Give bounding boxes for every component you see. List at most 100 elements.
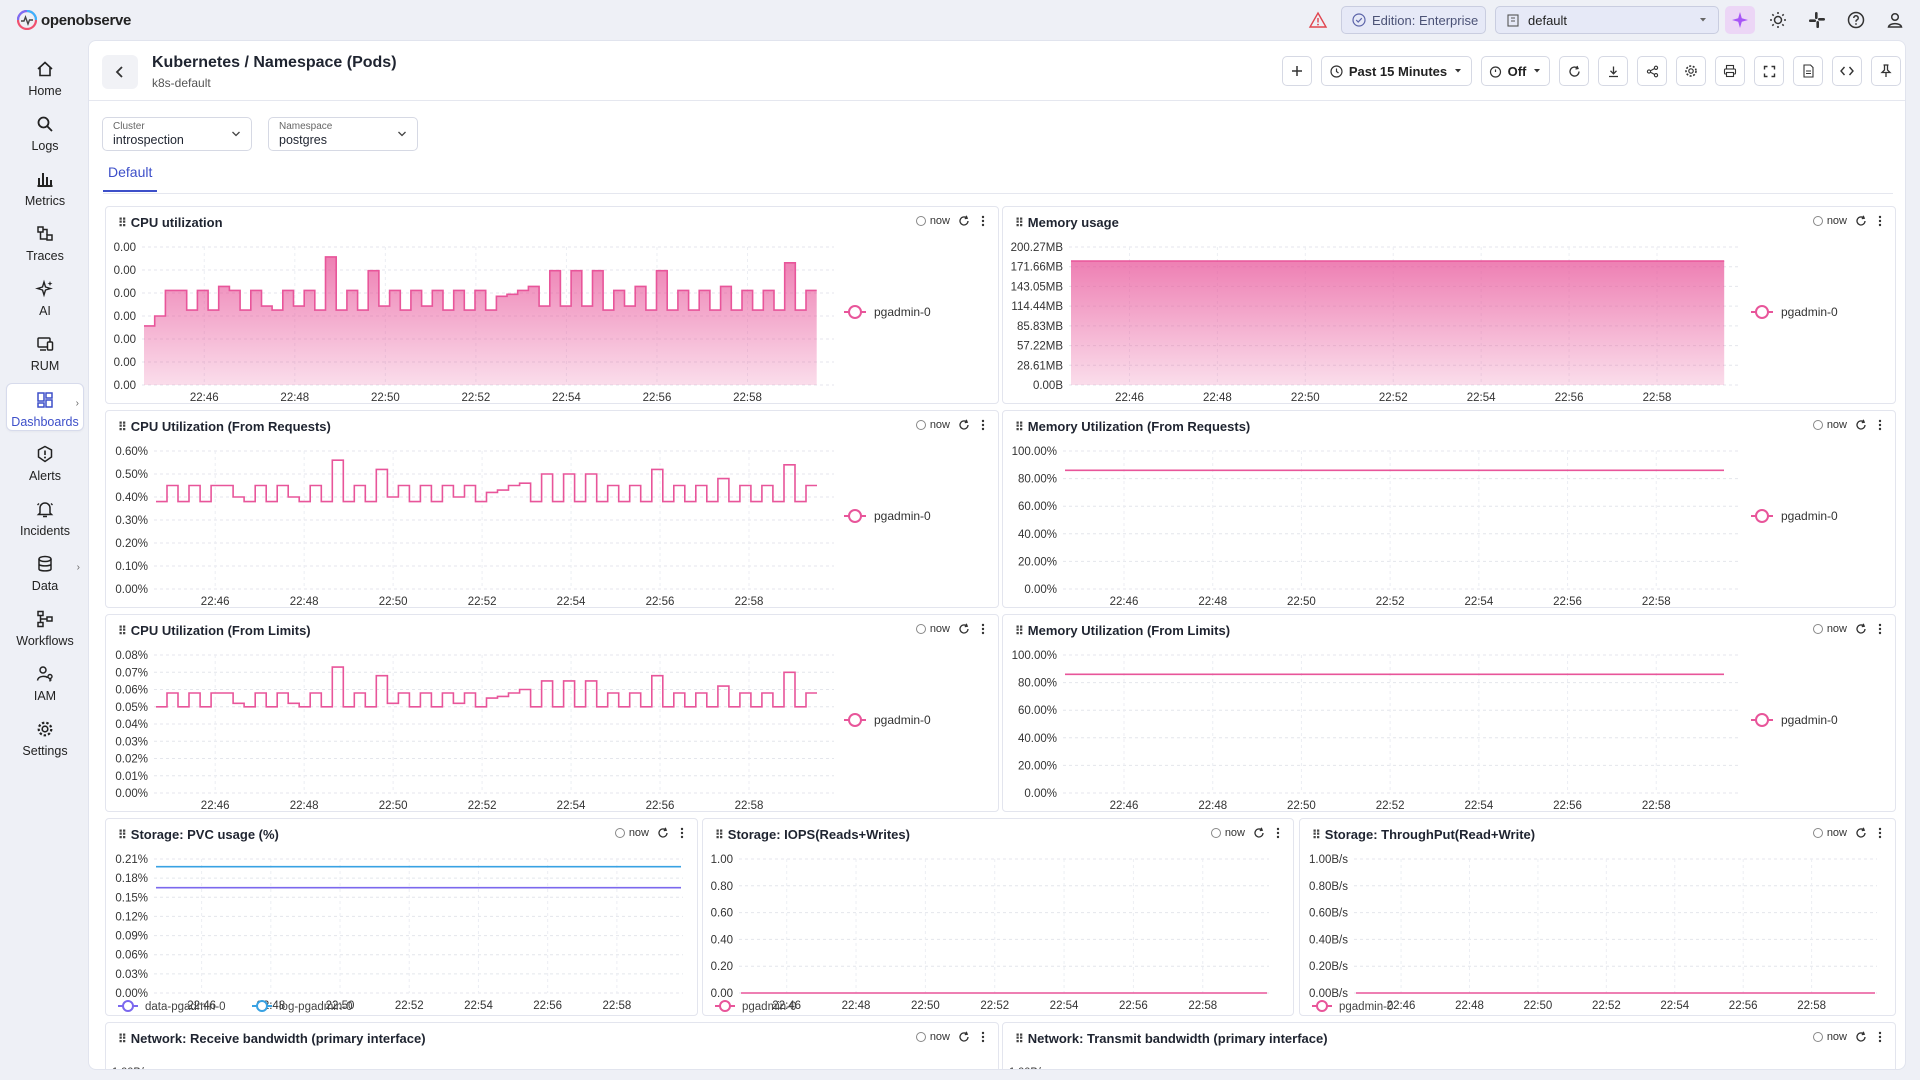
more-vertical-icon[interactable] bbox=[1273, 827, 1283, 839]
sidebar-item-alerts[interactable]: Alerts bbox=[6, 438, 84, 486]
json-editor-button[interactable] bbox=[1832, 56, 1862, 86]
app-logo[interactable]: openobserve bbox=[17, 10, 131, 30]
drag-handle-icon[interactable]: ⠿ bbox=[1312, 827, 1321, 842]
print-button[interactable] bbox=[1715, 56, 1745, 86]
panel-title[interactable]: ⠿ CPU Utilization (From Limits) bbox=[118, 623, 311, 638]
sidebar-item-incidents[interactable]: Incidents bbox=[6, 493, 84, 541]
panel-cpu-utilization-from-requests[interactable]: ⠿ CPU Utilization (From Requests) now 0.00%… bbox=[105, 410, 999, 608]
auto-refresh-select[interactable]: Off bbox=[1481, 56, 1550, 86]
refresh-button[interactable] bbox=[1559, 56, 1589, 86]
tab-default[interactable]: Default bbox=[103, 164, 158, 192]
refresh-icon[interactable] bbox=[1855, 419, 1867, 431]
last-refreshed: now bbox=[915, 419, 950, 431]
more-vertical-icon[interactable] bbox=[1875, 623, 1885, 635]
more-vertical-icon[interactable] bbox=[1875, 827, 1885, 839]
drag-handle-icon[interactable]: ⠿ bbox=[1015, 215, 1024, 230]
panel-memory-utilization-from-requests[interactable]: ⠿ Memory Utilization (From Requests) now 0.… bbox=[1002, 410, 1896, 608]
sidebar-item-home[interactable]: Home bbox=[6, 53, 84, 101]
sidebar-item-workflows[interactable]: Workflows bbox=[6, 603, 84, 651]
cluster-filter[interactable]: Cluster introspection bbox=[102, 117, 252, 151]
x-tick-label: 22:46 bbox=[1110, 596, 1139, 608]
more-vertical-icon[interactable] bbox=[978, 1031, 988, 1043]
drag-handle-icon[interactable]: ⠿ bbox=[118, 419, 127, 434]
refresh-icon[interactable] bbox=[1855, 827, 1867, 839]
more-vertical-icon[interactable] bbox=[978, 215, 988, 227]
ai-assistant-button[interactable] bbox=[1725, 6, 1755, 34]
sidebar-item-ai[interactable]: AI bbox=[6, 273, 84, 321]
refresh-icon[interactable] bbox=[657, 827, 669, 839]
refresh-icon[interactable] bbox=[1253, 827, 1265, 839]
panel-title[interactable]: ⠿ Memory usage bbox=[1015, 215, 1119, 230]
panel-title[interactable]: ⠿ CPU utilization bbox=[118, 215, 223, 230]
namespace-filter[interactable]: Namespace postgres bbox=[268, 117, 418, 151]
panel-memory-utilization-from-limits[interactable]: ⠿ Memory Utilization (From Limits) now 0.00… bbox=[1002, 614, 1896, 812]
download-button[interactable] bbox=[1598, 56, 1628, 86]
panel-cpu-utilization[interactable]: ⠿ CPU utilization now 0.00 0.00 0.00 0.00 0.00 0… bbox=[105, 206, 999, 404]
help-button[interactable] bbox=[1846, 10, 1866, 30]
settings-button[interactable] bbox=[1676, 56, 1706, 86]
panel-storage-pvc-usage[interactable]: ⠿ Storage: PVC usage (%) now 0.00% 0.03% 0.06… bbox=[105, 818, 698, 1016]
time-range-picker[interactable]: Past 15 Minutes bbox=[1321, 56, 1472, 86]
panel-title[interactable]: ⠿ CPU Utilization (From Requests) bbox=[118, 419, 331, 434]
drag-handle-icon[interactable]: ⠿ bbox=[118, 215, 127, 230]
slack-button[interactable] bbox=[1807, 10, 1827, 30]
theme-toggle-button[interactable] bbox=[1768, 10, 1788, 30]
legend-label: log-pgadmin-0 bbox=[279, 1001, 353, 1013]
tab-divider bbox=[103, 193, 1893, 194]
panel-title[interactable]: ⠿ Memory Utilization (From Limits) bbox=[1015, 623, 1230, 638]
panel-memory-usage[interactable]: ⠿ Memory usage now 0.00B 28.61MB 57.22MB 85.83… bbox=[1002, 206, 1896, 404]
sidebar-item-rum[interactable]: RUM bbox=[6, 328, 84, 376]
panel-cpu-utilization-from-limits[interactable]: ⠿ CPU Utilization (From Limits) now 0.00% 0.… bbox=[105, 614, 999, 812]
more-vertical-icon[interactable] bbox=[1875, 1031, 1885, 1043]
warning-icon[interactable] bbox=[1308, 10, 1328, 30]
back-button[interactable] bbox=[102, 55, 138, 89]
panel-title[interactable]: ⠿ Memory Utilization (From Requests) bbox=[1015, 419, 1250, 434]
sidebar-item-data[interactable]: Data › bbox=[6, 548, 84, 596]
y-tick-label: 0.20B/s bbox=[1309, 961, 1348, 973]
panel-network-receive-bandwidth-primary-interface[interactable]: ⠿ Network: Receive bandwidth (primary int… bbox=[105, 1022, 999, 1069]
pin-button[interactable] bbox=[1871, 56, 1901, 86]
more-vertical-icon[interactable] bbox=[677, 827, 687, 839]
drag-handle-icon[interactable]: ⠿ bbox=[118, 827, 127, 842]
sidebar-item-iam[interactable]: IAM bbox=[6, 658, 84, 706]
more-vertical-icon[interactable] bbox=[978, 623, 988, 635]
user-menu-button[interactable] bbox=[1885, 10, 1905, 30]
panel-title[interactable]: ⠿ Network: Transmit bandwidth (primary in… bbox=[1015, 1031, 1328, 1046]
more-vertical-icon[interactable] bbox=[978, 419, 988, 431]
refresh-icon[interactable] bbox=[958, 623, 970, 635]
drag-handle-icon[interactable]: ⠿ bbox=[118, 1031, 127, 1046]
panel-storage-iops-reads-writes[interactable]: ⠿ Storage: IOPS(Reads+Writes) now 0.00 0.20 0… bbox=[702, 818, 1294, 1016]
organization-select[interactable]: default bbox=[1495, 6, 1719, 34]
add-panel-button[interactable] bbox=[1282, 56, 1312, 86]
sidebar-item-metrics[interactable]: Metrics bbox=[6, 163, 84, 211]
refresh-icon[interactable] bbox=[958, 419, 970, 431]
refresh-icon[interactable] bbox=[1855, 215, 1867, 227]
panel-title[interactable]: ⠿ Storage: IOPS(Reads+Writes) bbox=[715, 827, 910, 842]
share-button[interactable] bbox=[1637, 56, 1667, 86]
refresh-icon[interactable] bbox=[958, 215, 970, 227]
drag-handle-icon[interactable]: ⠿ bbox=[118, 623, 127, 638]
refresh-icon[interactable] bbox=[958, 1031, 970, 1043]
y-tick-label: 0.60B/s bbox=[1309, 908, 1348, 920]
refresh-icon[interactable] bbox=[1855, 623, 1867, 635]
drag-handle-icon[interactable]: ⠿ bbox=[1015, 419, 1024, 434]
drag-handle-icon[interactable]: ⠿ bbox=[715, 827, 724, 842]
sidebar-item-traces[interactable]: Traces bbox=[6, 218, 84, 266]
panel-storage-throughput-read-write[interactable]: ⠿ Storage: ThroughPut(Read+Write) now 0.00B… bbox=[1299, 818, 1896, 1016]
fullscreen-button[interactable] bbox=[1754, 56, 1784, 86]
panel-network-transmit-bandwidth-primary-interface[interactable]: ⠿ Network: Transmit bandwidth (primary in… bbox=[1002, 1022, 1896, 1069]
sidebar-item-settings[interactable]: Settings bbox=[6, 713, 84, 761]
y-tick-label: 0.03% bbox=[115, 969, 148, 981]
document-button[interactable] bbox=[1793, 56, 1823, 86]
sidebar-item-dashboards[interactable]: Dashboards › bbox=[6, 383, 84, 431]
panel-title[interactable]: ⠿ Storage: PVC usage (%) bbox=[118, 827, 279, 842]
drag-handle-icon[interactable]: ⠿ bbox=[1015, 623, 1024, 638]
more-vertical-icon[interactable] bbox=[1875, 419, 1885, 431]
refresh-icon[interactable] bbox=[1855, 1031, 1867, 1043]
edition-badge[interactable]: Edition: Enterprise bbox=[1341, 6, 1486, 34]
more-vertical-icon[interactable] bbox=[1875, 215, 1885, 227]
panel-title[interactable]: ⠿ Storage: ThroughPut(Read+Write) bbox=[1312, 827, 1535, 842]
drag-handle-icon[interactable]: ⠿ bbox=[1015, 1031, 1024, 1046]
sidebar-item-logs[interactable]: Logs bbox=[6, 108, 84, 156]
panel-title[interactable]: ⠿ Network: Receive bandwidth (primary int… bbox=[118, 1031, 426, 1046]
